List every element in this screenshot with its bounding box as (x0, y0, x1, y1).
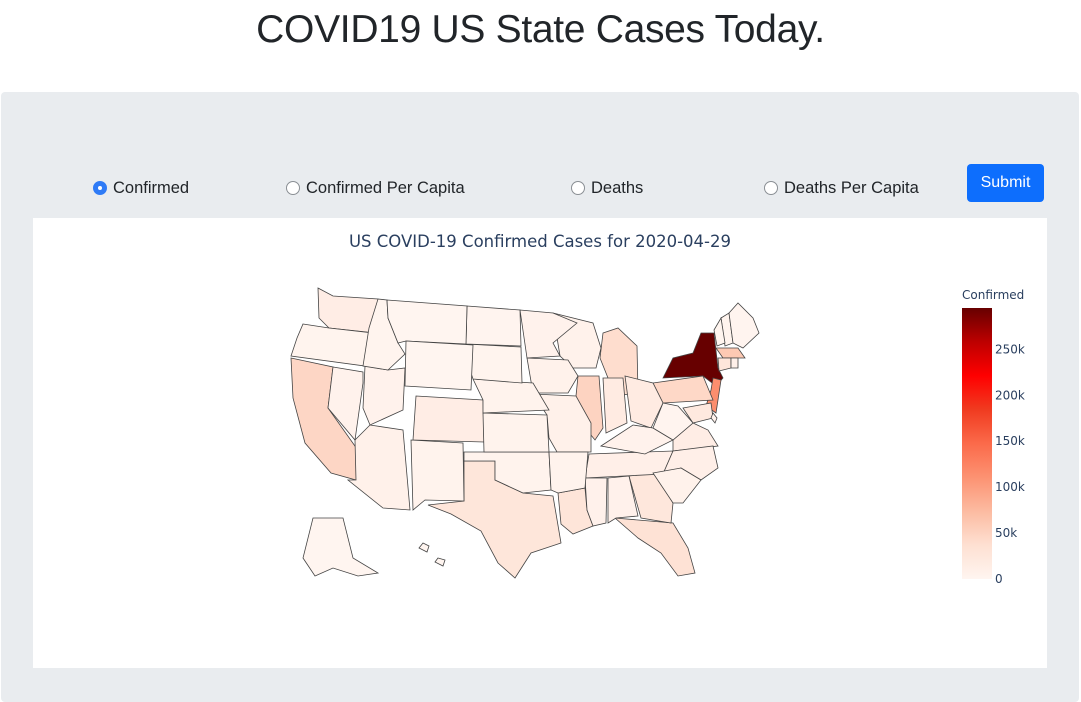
state-fl[interactable] (613, 517, 696, 577)
radio-unselected-icon[interactable] (286, 181, 300, 195)
state-nd[interactable] (465, 305, 522, 347)
state-ms[interactable] (584, 477, 608, 527)
colorbar-gradient (962, 308, 992, 579)
colorbar-tick-label: 0 (995, 572, 1003, 586)
colorbar-title: Confirmed (962, 288, 1024, 302)
colorbar-tick-label: 200k (995, 388, 1025, 402)
chart-title: US COVID-19 Confirmed Cases for 2020-04-… (348, 232, 731, 251)
state-ri[interactable] (730, 357, 739, 369)
state-hi[interactable] (418, 542, 446, 567)
radio-label: Deaths (591, 178, 644, 197)
state-ut[interactable] (362, 365, 406, 426)
colorbar-tick-label: 250k (995, 342, 1025, 356)
state-sc[interactable] (652, 467, 702, 504)
state-ma[interactable] (715, 347, 746, 359)
state-ne[interactable] (472, 378, 550, 414)
state-co[interactable] (412, 395, 485, 443)
state-al[interactable] (607, 475, 639, 524)
state-ar[interactable] (548, 451, 589, 494)
colorbar-tick-label: 150k (995, 434, 1025, 448)
state-mn[interactable] (519, 309, 578, 359)
state-wv[interactable] (652, 402, 694, 441)
state-ct[interactable] (717, 357, 732, 372)
state-ak[interactable] (302, 517, 380, 577)
state-oh[interactable] (624, 375, 664, 429)
radio-deaths[interactable]: Deaths (571, 177, 643, 199)
state-nv[interactable] (327, 366, 364, 441)
state-vt[interactable] (713, 316, 726, 347)
page-title: COVID19 US State Cases Today. (256, 8, 825, 51)
state-nm[interactable] (410, 439, 465, 511)
radio-selected-icon[interactable] (93, 181, 107, 195)
state-sd[interactable] (465, 343, 523, 384)
state-wa[interactable] (317, 287, 379, 334)
state-pa[interactable] (652, 375, 714, 404)
colorbar-tick-label: 100k (995, 480, 1025, 494)
state-ny[interactable] (662, 332, 724, 387)
states-layer (290, 287, 760, 579)
state-me[interactable] (728, 302, 760, 349)
colorbar-tick-label: 50k (995, 526, 1017, 540)
radio-unselected-icon[interactable] (764, 181, 778, 195)
state-wy[interactable] (404, 340, 474, 391)
chart-card: Confirmed 250k 200k 150k 100k 50k 0 US COVID-1… (33, 218, 1047, 668)
state-az[interactable] (346, 424, 411, 511)
radio-deaths-per-capita[interactable]: Deaths Per Capita (764, 177, 919, 199)
state-ks[interactable] (482, 412, 550, 453)
radio-confirmed[interactable]: Confirmed (93, 177, 189, 199)
state-de[interactable] (710, 412, 718, 424)
radio-label: Confirmed (113, 178, 190, 197)
submit-button[interactable]: Submit (967, 164, 1044, 202)
choropleth-map[interactable]: Confirmed 250k 200k 150k 100k 50k 0 (33, 218, 1047, 668)
radio-label: Confirmed Per Capita (306, 178, 465, 197)
radio-label: Deaths Per Capita (784, 178, 919, 197)
state-mt[interactable] (386, 299, 468, 345)
radio-unselected-icon[interactable] (571, 181, 585, 195)
radio-confirmed-per-capita[interactable]: Confirmed Per Capita (286, 177, 465, 199)
colorbar: Confirmed 250k 200k 150k 100k 50k 0 (962, 288, 1025, 586)
state-in[interactable] (602, 377, 628, 434)
